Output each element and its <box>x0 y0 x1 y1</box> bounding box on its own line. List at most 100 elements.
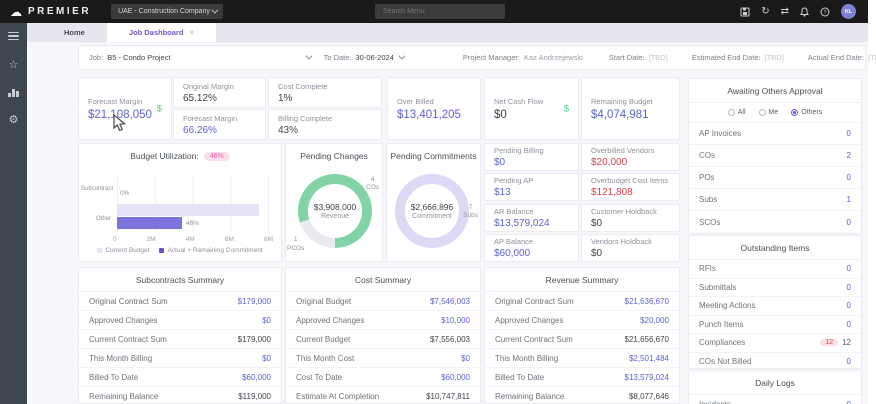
table-title: Cost Summary <box>286 268 480 292</box>
kpi-label: Remaining Budget <box>591 96 653 106</box>
donut-center-label: Revenue <box>320 213 350 220</box>
to-date-selector[interactable]: To Date: 30-06-2024 <box>324 52 406 62</box>
close-icon[interactable]: × <box>189 28 195 37</box>
kpi-net-cash-flow: Net Cash Flow $0 $ <box>484 77 579 140</box>
card-label: Overbudget Cost Items <box>591 176 669 185</box>
radio-me[interactable]: Me <box>758 109 778 116</box>
kpi-value[interactable]: 66.26% <box>183 124 217 136</box>
x-tick: 0 <box>113 236 117 243</box>
kpi-label: Forecast Margin <box>88 96 143 106</box>
card-label: Pending Billing <box>494 146 544 155</box>
company-selector[interactable]: UAE - Construction Company <box>111 4 224 19</box>
user-avatar[interactable]: KL <box>841 4 856 19</box>
table-row: Remaining Balance $8,077,646 <box>495 392 669 401</box>
card-pending-billing: Pending Billing $0 <box>484 143 579 171</box>
card-value: $0 <box>591 218 603 229</box>
kpi-value[interactable]: $21,108,050 <box>88 108 152 121</box>
kpi-value: 65.12% <box>183 92 217 104</box>
radio-icon <box>727 109 735 116</box>
bar-chart-icon[interactable] <box>7 88 21 97</box>
tab-home[interactable]: Home <box>42 23 107 42</box>
radio-icon <box>758 109 766 116</box>
bar-current-budget[interactable] <box>117 204 259 216</box>
to-date-value: 30-06-2024 <box>355 53 394 62</box>
panel-title: Daily Logs <box>689 371 861 395</box>
table-row: This Month Cost $0 <box>286 349 480 368</box>
search-box[interactable] <box>375 4 505 19</box>
x-axis-ticks: 0 2M 4M 6M 8M <box>113 236 273 243</box>
cost-summary-card: Cost Summary Original Budget $7,546,003 A… <box>285 267 481 404</box>
card-value[interactable]: $60,000 <box>494 248 531 259</box>
tab-bar: Home Job Dashboard × <box>27 23 868 42</box>
table-row: This Month Billing $0 <box>79 349 281 368</box>
card-ap-balance: AP Balance $60,000 <box>484 234 579 262</box>
mouse-cursor <box>113 113 127 137</box>
x-tick: 8M <box>263 236 273 243</box>
estimated-end-date-value: [TBD] <box>764 53 784 62</box>
panel-row: Incidents 0 <box>689 395 861 404</box>
donut-label-subs: 7 Subs <box>463 204 478 220</box>
project-manager-label: Project Manager: <box>462 53 520 62</box>
search-input[interactable] <box>375 8 505 15</box>
tab-job-dashboard[interactable]: Job Dashboard × <box>106 23 217 42</box>
kpi-label: Billing Complete <box>278 113 333 123</box>
topbar-icons: ↻ ⇄ ? KL <box>740 0 856 23</box>
card-value[interactable]: $13,579,024 <box>494 218 550 229</box>
start-date-label: Start Date: <box>608 53 645 62</box>
kpi-label: Net Cash Flow <box>494 96 544 106</box>
card-customer-holdback: Customer Holdback $0 <box>581 204 680 232</box>
panel-row: POs 0 <box>689 167 861 189</box>
radio-selected-icon <box>791 109 799 116</box>
budget-utilization-title: Budget Utilization: 46% <box>79 144 281 161</box>
panel-row: AP Invoices 0 <box>689 123 861 145</box>
card-value[interactable]: $0 <box>494 157 506 168</box>
table-row: Original Contract Sum $179,000 <box>79 292 281 311</box>
kpi-value: $0 <box>494 108 507 121</box>
pending-commitments-card: Pending Commitments $2,666,896 Commitmen… <box>386 143 481 262</box>
help-icon[interactable]: ? <box>820 7 830 17</box>
radio-all[interactable]: All <box>727 109 746 116</box>
right-edge-strip <box>868 0 876 404</box>
star-icon[interactable]: ☆ <box>8 58 19 71</box>
estimated-end-date-field: Estimated End Date: [TBD] <box>692 53 784 62</box>
panel-row: COs Not Billed 0 <box>699 357 851 367</box>
kpi-margins-stack: Original Margin 65.12% Forecast Margin 6… <box>173 77 266 140</box>
radio-others[interactable]: Others <box>791 109 822 116</box>
kpi-value: 43% <box>278 124 299 136</box>
table-row: Billed To Date $60,000 <box>79 368 281 387</box>
kpi-value[interactable]: $4,074,981 <box>591 108 649 121</box>
job-selector[interactable]: Job: B5 - Condo Project <box>89 52 313 62</box>
table-row: Current Contract Sum $179,000 <box>79 330 281 349</box>
card-value[interactable]: $13 <box>494 187 511 198</box>
kpi-forecast-margin: Forecast Margin $21,108,050 $ <box>78 77 172 140</box>
budget-utilization-label: Budget Utilization: <box>130 151 199 161</box>
pending-changes-donut[interactable]: $3,908,000 Revenue <box>298 174 372 248</box>
panel-row: Submittals 0 <box>689 279 861 297</box>
table-row: Approved Changes $0 <box>79 311 281 330</box>
job-label: Job: <box>89 53 104 62</box>
pending-commitments-donut[interactable]: $2,666,896 Commitment <box>395 174 469 248</box>
save-icon[interactable] <box>740 7 750 17</box>
chart-legend: Current Budget Actual + Remaining Commit… <box>79 247 281 254</box>
bar-actual-commitment[interactable] <box>117 217 182 229</box>
side-nav: ☆ ⚙ <box>0 23 27 404</box>
card-value[interactable]: $121,808 <box>591 187 633 198</box>
chevron-down-icon[interactable] <box>304 52 313 60</box>
refresh-icon[interactable]: ↻ <box>761 5 770 17</box>
menu-icon[interactable] <box>7 30 21 42</box>
table-row: Remaining Balance $119,000 <box>89 392 271 401</box>
gear-icon[interactable]: ⚙ <box>8 113 19 126</box>
x-tick: 6M <box>224 236 234 243</box>
kpi-value[interactable]: $13,401,205 <box>397 108 461 121</box>
card-overbilled-vendors: Overbilled Vendors $20,000 <box>581 143 680 171</box>
card-overbudget-cost-items: Overbudget Cost Items $121,808 <box>581 173 680 201</box>
card-value[interactable]: $20,000 <box>591 157 628 168</box>
bell-icon[interactable] <box>800 6 809 17</box>
sync-icon[interactable]: ⇄ <box>780 5 789 17</box>
x-tick: 4M <box>185 236 195 243</box>
table-row: Current Contract Sum $21,656,670 <box>485 330 679 349</box>
chevron-down-icon[interactable] <box>398 52 406 60</box>
x-tick: 2M <box>146 236 156 243</box>
donut-center: $2,666,896 Commitment <box>405 184 459 238</box>
